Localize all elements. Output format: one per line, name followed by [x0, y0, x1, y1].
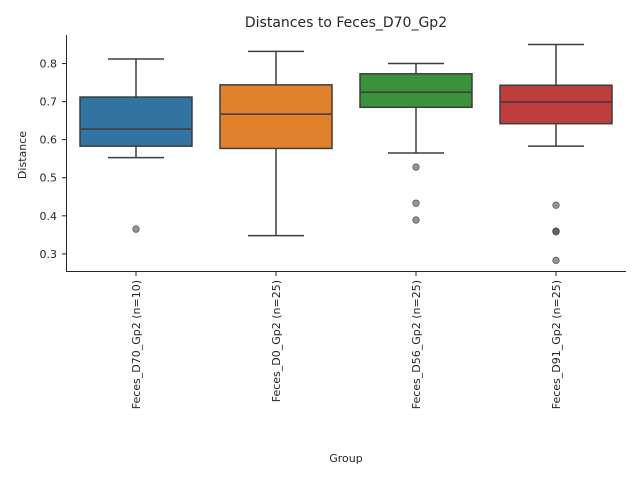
outlier-point [412, 216, 420, 224]
x-axis-label: Group [329, 452, 363, 465]
y-tick-label: 0.8 [40, 58, 58, 71]
outlier-point [412, 163, 420, 171]
box-group [499, 43, 613, 265]
y-tick-label: 0.5 [40, 172, 58, 185]
y-tick-label: 0.7 [40, 96, 58, 109]
outlier-point [552, 256, 560, 265]
box [219, 84, 333, 150]
box [359, 73, 473, 109]
box-group [79, 58, 193, 233]
box-group [359, 62, 473, 224]
x-tick-label: Feces_D91_Gp2 (n=25) [550, 280, 563, 409]
y-axis-ticks: 0.3 0.4 0.5 0.6 0.7 0.8 [40, 58, 66, 261]
box-group [219, 50, 333, 237]
outlier-point [552, 201, 560, 209]
outlier-point [412, 199, 420, 207]
outlier-point [132, 225, 140, 233]
y-axis-label: Distance [16, 131, 29, 179]
x-tick-label: Feces_D56_Gp2 (n=25) [410, 280, 423, 409]
x-tick-label: Feces_D0_Gp2 (n=25) [270, 280, 283, 402]
y-tick-label: 0.6 [40, 134, 58, 147]
chart-title: Distances to Feces_D70_Gp2 [245, 15, 447, 31]
x-tick-label: Feces_D70_Gp2 (n=10) [130, 280, 143, 409]
plot-area [79, 43, 613, 265]
y-tick-label: 0.3 [40, 248, 58, 261]
y-tick-label: 0.4 [40, 210, 58, 223]
box [79, 96, 193, 147]
box [499, 84, 613, 125]
outlier-point [552, 228, 560, 236]
x-axis-ticks: Feces_D70_Gp2 (n=10) Feces_D0_Gp2 (n=25) F… [130, 272, 563, 409]
